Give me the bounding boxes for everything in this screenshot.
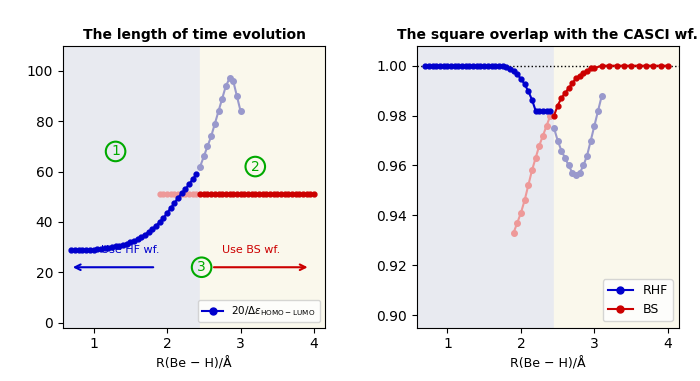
- Bar: [63, 46, 200, 328]
- Text: 3: 3: [197, 260, 206, 274]
- Text: Use BS wf.: Use BS wf.: [223, 245, 281, 255]
- X-axis label: R(Be − H)/Å: R(Be − H)/Å: [156, 357, 232, 370]
- Bar: [554, 46, 679, 328]
- Legend: RHF, BS: RHF, BS: [603, 279, 673, 322]
- Bar: [417, 46, 554, 328]
- Text: 2: 2: [251, 160, 260, 174]
- Bar: [200, 46, 325, 328]
- Title: The square overlap with the CASCI wf.: The square overlap with the CASCI wf.: [398, 28, 699, 42]
- Legend: $20/\Delta\varepsilon_{\mathrm{HOMO-LUMO}}$: $20/\Delta\varepsilon_{\mathrm{HOMO-LUMO…: [198, 300, 320, 322]
- Text: 1: 1: [111, 144, 120, 158]
- X-axis label: R(Be − H)/Å: R(Be − H)/Å: [510, 357, 586, 370]
- Title: The length of time evolution: The length of time evolution: [83, 28, 306, 42]
- Text: Use HF wf.: Use HF wf.: [101, 245, 160, 255]
